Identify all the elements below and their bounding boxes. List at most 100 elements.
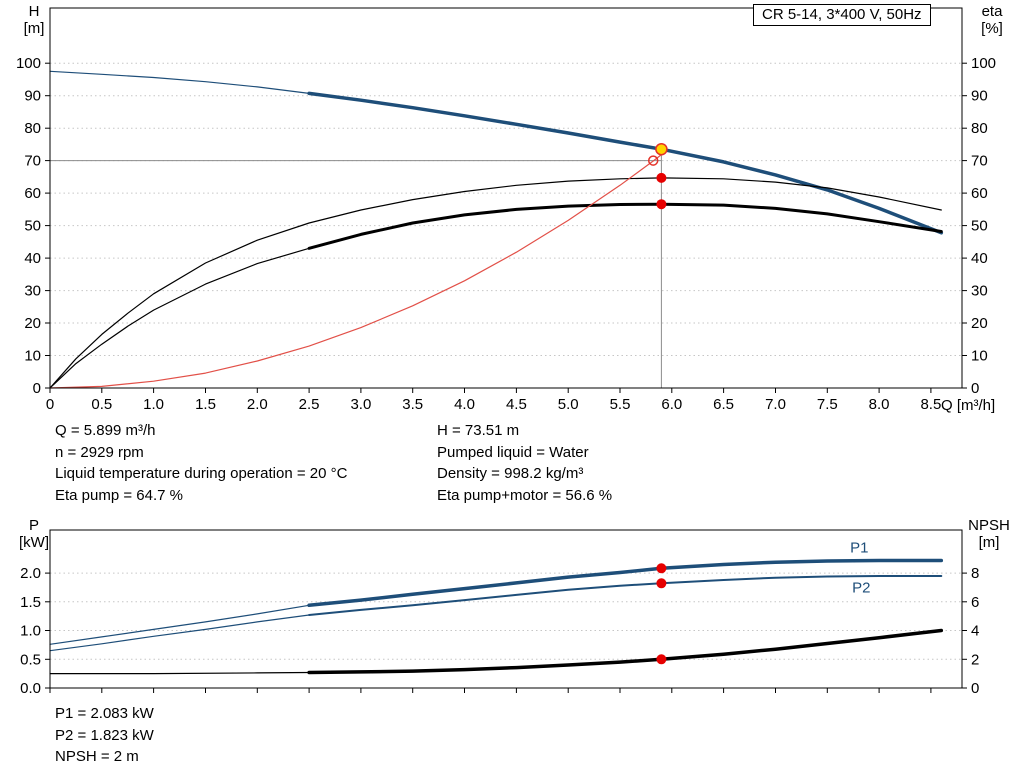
duty-info-left-column: Q = 5.899 m³/h n = 2929 rpm Liquid tempe…	[55, 420, 347, 506]
y-left-tick-label: 90	[24, 88, 41, 105]
info-line-eta-pump: Eta pump = 64.7 %	[55, 486, 183, 504]
y-right-tick-label: 0	[971, 680, 979, 697]
npsh-axis-unit: [m]	[978, 534, 1000, 551]
p2-marker	[656, 578, 667, 589]
info-line-npsh: NPSH = 2 m	[55, 748, 139, 765]
x-tick-label: 2.5	[299, 396, 320, 413]
eta-pump-motor-marker	[656, 199, 667, 210]
rated-point-marker	[647, 155, 659, 166]
y-right-tick-label: 50	[971, 218, 988, 235]
plot-frame	[49, 529, 963, 689]
npsh-marker	[656, 654, 667, 665]
x-tick-label: 2.0	[247, 396, 268, 413]
x-tick-label: 1.0	[143, 396, 164, 413]
y-right-tick-label: 0	[971, 380, 979, 397]
power-axis-symbol: P	[28, 517, 39, 534]
info-line-liquid-temp: Liquid temperature during operation = 20…	[55, 465, 348, 482]
head-axis-label: H [m]	[12, 3, 56, 37]
y-left-tick-label: 40	[24, 250, 41, 267]
power-info-column: P1 = 2.083 kW P2 = 1.823 kW NPSH = 2 m	[55, 703, 154, 768]
y-left-tick-label: 0.5	[20, 651, 41, 668]
y-left-tick-label: 1.5	[20, 594, 41, 611]
duty-info-right-column: H = 73.51 m Pumped liquid = Water Densit…	[437, 420, 612, 506]
x-tick-label: 0.5	[91, 396, 112, 413]
x-tick-label: 4.5	[506, 396, 527, 413]
power-axis-unit: [kW]	[19, 534, 49, 551]
info-line-density: Density = 998.2 kg/m³	[437, 465, 584, 482]
y-right-tick-label: 70	[971, 153, 988, 170]
curve-label-P2: P2	[852, 580, 870, 597]
y-left-tick-label: 100	[16, 55, 41, 72]
info-line-head: H = 73.51 m	[437, 422, 520, 439]
info-line-p1: P1 = 2.083 kW	[55, 705, 154, 722]
y-left-tick-label: 30	[24, 283, 41, 300]
series-eta-pump-motor-thin	[49, 247, 310, 389]
series-eta-pump-motor	[307, 202, 943, 250]
npsh-axis-label: NPSH [m]	[958, 517, 1020, 551]
x-tick-label: 8.0	[869, 396, 890, 413]
p1-marker	[656, 563, 667, 574]
x-tick-label: 4.0	[454, 396, 475, 413]
y-right-tick-label: 2	[971, 651, 979, 668]
power-axis-label: P [kW]	[10, 517, 58, 551]
x-tick-label: 7.5	[817, 396, 838, 413]
info-line-p2: P2 = 1.823 kW	[55, 726, 154, 744]
y-right-tick-label: 60	[971, 185, 988, 202]
y-left-tick-label: 20	[24, 315, 41, 332]
y-left-tick-label: 1.0	[20, 623, 41, 640]
x-tick-label: 1.5	[195, 396, 216, 413]
y-right-tick-label: 30	[971, 283, 988, 300]
y-left-tick-label: 0	[33, 380, 41, 397]
x-tick-label: 3.0	[350, 396, 371, 413]
info-line-eta-pump-motor: Eta pump+motor = 56.6 %	[437, 486, 613, 504]
head-axis-unit: [m]	[23, 20, 45, 37]
npsh-axis-symbol: NPSH	[968, 517, 1010, 534]
series-npsh-curve-thin	[49, 671, 310, 675]
y-left-tick-label: 0.0	[20, 680, 41, 697]
series-head-curve	[307, 91, 944, 235]
eta-axis-symbol: eta	[981, 3, 1003, 20]
pump-title-box: CR 5-14, 3*400 V, 50Hz	[753, 4, 931, 26]
series-npsh-curve	[307, 628, 944, 675]
info-line-pumped-liquid: Pumped liquid = Water	[437, 443, 589, 461]
y-right-tick-label: 10	[971, 348, 988, 365]
x-tick-label: 6.5	[713, 396, 734, 413]
curve-label-P1: P1	[850, 539, 868, 556]
x-tick-label: 5.5	[610, 396, 631, 413]
y-right-tick-label: 100	[971, 55, 996, 72]
flow-axis-label: Q [m³/h]	[941, 397, 996, 414]
plot-frame	[49, 7, 963, 389]
x-tick-label: 6.0	[661, 396, 682, 413]
series-eta-pump	[49, 177, 942, 389]
y-left-tick-label: 60	[24, 185, 41, 202]
y-right-tick-label: 90	[971, 88, 988, 105]
y-right-tick-label: 40	[971, 250, 988, 267]
info-line-speed: n = 2929 rpm	[55, 443, 144, 461]
series-p1-curve-thin	[49, 604, 310, 645]
series-p2-curve-thin	[49, 614, 310, 652]
series-p2-curve	[308, 575, 943, 616]
y-right-tick-label: 80	[971, 120, 988, 137]
x-tick-label: 7.0	[765, 396, 786, 413]
y-left-tick-label: 80	[24, 120, 41, 137]
x-tick-label: 5.0	[558, 396, 579, 413]
y-right-tick-label: 20	[971, 315, 988, 332]
x-tick-label: 0	[46, 396, 54, 413]
y-right-tick-label: 6	[971, 594, 979, 611]
eta-pump-marker	[656, 172, 667, 183]
x-tick-label: 8.5	[920, 396, 941, 413]
x-tick-label: 3.5	[402, 396, 423, 413]
y-left-tick-label: 2.0	[20, 565, 41, 582]
head-axis-symbol: H	[28, 3, 40, 20]
y-left-tick-label: 70	[24, 153, 41, 170]
series-head-curve-thin	[49, 70, 310, 95]
duty-point-marker	[655, 142, 668, 156]
y-left-tick-label: 50	[24, 218, 41, 235]
eta-axis-label: eta [%]	[966, 3, 1018, 37]
series-p1-curve	[307, 558, 944, 608]
eta-axis-unit: [%]	[981, 20, 1003, 37]
y-left-tick-label: 10	[24, 348, 41, 365]
y-right-tick-label: 8	[971, 565, 979, 582]
